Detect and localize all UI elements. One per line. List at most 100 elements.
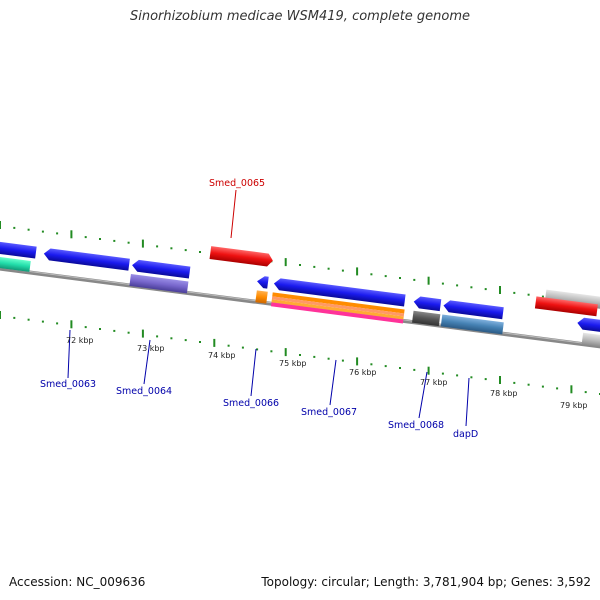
kbp-label: 72 kbp: [66, 336, 94, 345]
minor-tick: [299, 354, 301, 356]
leader-smed-0067: [329, 359, 337, 406]
gene-label-smed-0068[interactable]: Smed_0068: [388, 420, 444, 431]
gene-label-smed-0065[interactable]: Smed_0065: [209, 178, 265, 189]
minor-tick: [156, 335, 159, 338]
accession-text: Accession: NC_009636: [9, 575, 146, 589]
minor-tick: [313, 355, 316, 358]
minor-tick: [127, 241, 130, 244]
major-tick: [0, 221, 1, 229]
minor-tick: [199, 251, 201, 253]
feature-smed-0067-orange2[interactable]: [271, 299, 404, 320]
minor-tick: [84, 326, 87, 329]
kbp-label: 75 kbp: [279, 359, 307, 368]
minor-tick: [299, 264, 301, 266]
minor-tick: [56, 322, 59, 325]
feature-smed-0067-pink[interactable]: [270, 302, 404, 324]
minor-tick: [527, 293, 530, 296]
minor-tick: [170, 247, 173, 250]
major-tick: [284, 348, 287, 357]
inner-tick-ring: [0, 311, 600, 395]
minor-tick: [156, 245, 159, 248]
minor-tick: [484, 378, 487, 381]
minor-tick: [341, 269, 344, 272]
feature-orange-small[interactable]: [255, 290, 268, 304]
minor-tick: [256, 348, 259, 351]
major-tick: [141, 239, 144, 248]
feature-dapd-steel[interactable]: [440, 314, 504, 335]
feature-teal-left[interactable]: [0, 256, 31, 272]
gene-label-smed-0067[interactable]: Smed_0067: [301, 407, 357, 418]
minor-tick: [441, 282, 444, 285]
minor-tick: [556, 387, 559, 390]
label-leaders: [67, 189, 470, 427]
minor-tick: [541, 385, 544, 388]
genome-title: Sinorhizobium medicae WSM419, complete g…: [129, 9, 471, 24]
minor-tick: [27, 318, 30, 321]
minor-tick: [99, 238, 101, 240]
minor-tick: [541, 295, 544, 298]
minor-tick: [370, 273, 373, 276]
minor-tick: [227, 344, 230, 347]
minor-tick: [413, 278, 416, 281]
kbp-labels: 72 kbp 73 kbp 74 kbp 75 kbp 76 kbp 77 kb…: [66, 336, 588, 410]
feature-grey-right-lower[interactable]: [581, 332, 600, 348]
gene-left-edge-arrow[interactable]: [0, 241, 37, 259]
major-tick: [70, 320, 73, 329]
minor-tick: [470, 286, 473, 289]
gene-smed-0064-arrow[interactable]: [131, 259, 191, 279]
gene-smed-0066-arrow[interactable]: [256, 275, 269, 289]
gene-smed-0063-arrow[interactable]: [43, 248, 130, 271]
gene-label-dapd[interactable]: dapD: [453, 429, 478, 440]
minor-tick: [399, 277, 401, 279]
minor-tick: [184, 339, 187, 342]
minor-tick: [470, 376, 473, 379]
major-tick: [213, 338, 216, 347]
leader-smed-0068: [418, 371, 428, 419]
gene-smed-0067-arrow[interactable]: [273, 278, 406, 307]
minor-tick: [241, 346, 244, 349]
minor-tick: [270, 350, 273, 353]
major-tick: [427, 366, 430, 375]
minor-tick: [13, 316, 16, 319]
gene-right-edge-arrow[interactable]: [577, 317, 600, 333]
minor-tick: [327, 267, 330, 270]
minor-tick: [527, 383, 530, 386]
minor-tick: [341, 359, 344, 362]
minor-tick: [41, 320, 44, 323]
major-tick: [284, 258, 287, 267]
gene-label-smed-0066[interactable]: Smed_0066: [223, 398, 279, 409]
leader-smed-0065: [230, 189, 237, 239]
gene-smed-0068-arrow[interactable]: [413, 296, 442, 312]
minor-tick: [370, 363, 373, 366]
minor-tick: [441, 372, 444, 375]
minor-tick: [113, 329, 116, 332]
major-tick: [570, 385, 573, 394]
major-tick: [70, 230, 73, 239]
minor-tick: [456, 374, 459, 377]
minor-tick: [456, 284, 459, 287]
major-tick: [499, 286, 501, 294]
kbp-label: 73 kbp: [137, 344, 165, 353]
leader-smed-0066: [250, 348, 257, 397]
minor-tick: [13, 226, 16, 229]
gene-smed-0065-arrow[interactable]: [209, 246, 274, 267]
feature-smed-0064-purple[interactable]: [129, 274, 189, 294]
minor-tick: [184, 249, 187, 252]
feature-smed-0067-salmon[interactable]: [271, 296, 405, 317]
gene-red-right[interactable]: [534, 296, 598, 317]
minor-tick: [327, 357, 330, 360]
leader-smed-0064: [143, 339, 151, 385]
feature-smed-0067-orange[interactable]: [272, 292, 405, 314]
kbp-label: 74 kbp: [208, 351, 236, 360]
minor-tick: [513, 381, 516, 384]
minor-tick: [513, 291, 516, 294]
major-tick: [427, 276, 430, 285]
gene-label-smed-0064[interactable]: Smed_0064: [116, 386, 172, 397]
minor-tick: [313, 265, 316, 268]
gene-dapd-arrow[interactable]: [443, 300, 504, 320]
minor-tick: [199, 341, 201, 343]
feature-smed-0068-dark[interactable]: [412, 310, 441, 327]
outer-tick-ring: [0, 221, 600, 305]
gene-label-smed-0063[interactable]: Smed_0063: [40, 379, 96, 390]
minor-tick: [27, 228, 30, 231]
